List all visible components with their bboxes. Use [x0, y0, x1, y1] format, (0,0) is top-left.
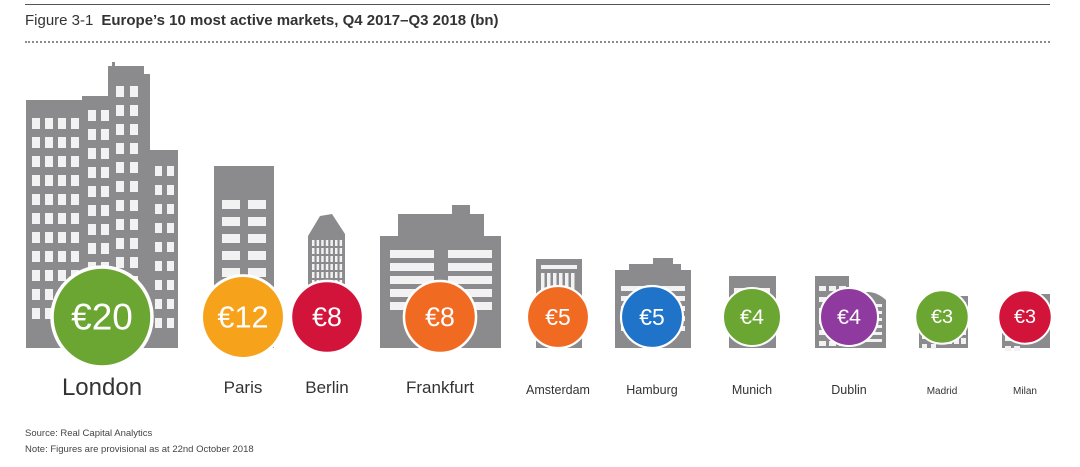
- paris-city-label: Paris: [224, 378, 263, 397]
- dublin-value-label: €4: [837, 305, 861, 329]
- berlin-value-label: €8: [312, 302, 342, 332]
- hamburg-value-bubble: [619, 284, 685, 350]
- milan-value-bubble: [997, 289, 1053, 345]
- source-note: Source: Real Capital Analytics: [25, 428, 153, 439]
- provisional-note: Note: Figures are provisional as at 22nd…: [25, 444, 254, 455]
- city-munich: €4 Munich: [721, 276, 783, 397]
- munich-value-label: €4: [740, 305, 764, 329]
- figure-number: Figure 3-1: [25, 12, 94, 29]
- city-madrid: €3 Madrid: [914, 289, 970, 397]
- madrid-value-label: €3: [931, 306, 953, 328]
- madrid-city-label: Madrid: [927, 386, 958, 397]
- frankfurt-value-bubble: [402, 279, 478, 355]
- madrid-value-bubble: [914, 289, 970, 345]
- amsterdam-value-label: €5: [545, 304, 570, 330]
- amsterdam-value-bubble: [525, 284, 591, 350]
- city-milan: €3 Milan: [997, 289, 1053, 397]
- munich-value-bubble: [721, 286, 783, 348]
- top-rule: [25, 4, 1050, 5]
- milan-city-label: Milan: [1013, 386, 1037, 397]
- city-amsterdam: €5 Amsterdam: [525, 259, 591, 397]
- amsterdam-city-label: Amsterdam: [526, 383, 590, 397]
- city-dublin: €4 Dublin: [815, 276, 886, 397]
- munich-city-label: Munich: [732, 383, 772, 397]
- frankfurt-city-label: Frankfurt: [406, 378, 474, 397]
- london-value-label: €20: [71, 297, 133, 338]
- dublin-value-bubble: [818, 286, 880, 348]
- milan-value-label: €3: [1014, 306, 1036, 328]
- city-frankfurt: €8 Frankfurt: [380, 205, 501, 397]
- figure-title: Figure 3-1 Europe’s 10 most active market…: [25, 12, 499, 29]
- city-london: €20 London: [26, 62, 178, 401]
- hamburg-value-label: €5: [639, 304, 664, 330]
- hamburg-city-label: Hamburg: [626, 383, 677, 397]
- city-hamburg: €5 Hamburg: [615, 258, 691, 397]
- figure-title-text: Europe’s 10 most active markets, Q4 2017…: [101, 12, 499, 29]
- berlin-city-label: Berlin: [305, 378, 348, 397]
- dotted-divider: [25, 41, 1050, 43]
- london-building: [26, 62, 178, 348]
- london-city-label: London: [62, 374, 142, 401]
- paris-value-label: €12: [217, 300, 268, 335]
- london-value-bubble: [50, 265, 154, 369]
- city-paris: €12 Paris: [200, 166, 286, 397]
- dublin-city-label: Dublin: [831, 383, 866, 397]
- paris-value-bubble: [200, 274, 286, 360]
- frankfurt-value-label: €8: [425, 302, 455, 332]
- berlin-value-bubble: [289, 279, 365, 355]
- city-berlin: €8 Berlin: [289, 214, 365, 397]
